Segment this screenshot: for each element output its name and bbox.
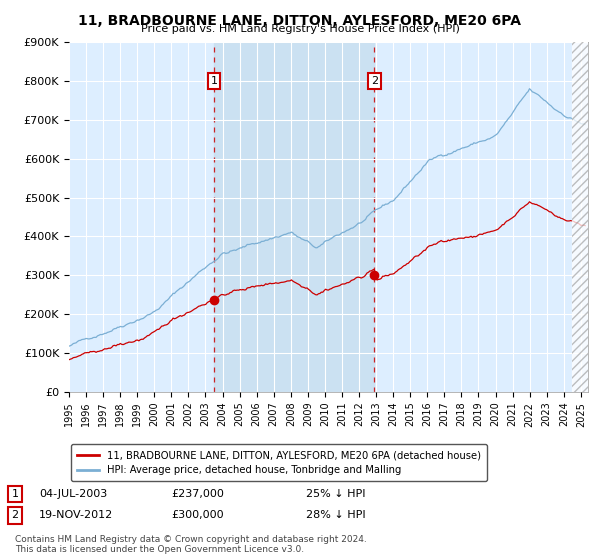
Text: 19-NOV-2012: 19-NOV-2012 — [39, 510, 113, 520]
Text: 2: 2 — [371, 76, 378, 86]
Text: £300,000: £300,000 — [171, 510, 224, 520]
Bar — [214, 42, 374, 392]
Text: Price paid vs. HM Land Registry's House Price Index (HPI): Price paid vs. HM Land Registry's House … — [140, 24, 460, 34]
Text: 1: 1 — [211, 76, 218, 86]
Text: 28% ↓ HPI: 28% ↓ HPI — [306, 510, 365, 520]
Bar — [572, 42, 596, 392]
Text: 04-JUL-2003: 04-JUL-2003 — [39, 489, 107, 499]
Bar — [572, 42, 596, 392]
Text: Contains HM Land Registry data © Crown copyright and database right 2024.
This d: Contains HM Land Registry data © Crown c… — [15, 535, 367, 554]
Legend: 11, BRADBOURNE LANE, DITTON, AYLESFORD, ME20 6PA (detached house), HPI: Average : 11, BRADBOURNE LANE, DITTON, AYLESFORD, … — [71, 444, 487, 481]
Text: 25% ↓ HPI: 25% ↓ HPI — [306, 489, 365, 499]
Text: £237,000: £237,000 — [171, 489, 224, 499]
Text: 1: 1 — [11, 489, 19, 499]
Text: 11, BRADBOURNE LANE, DITTON, AYLESFORD, ME20 6PA: 11, BRADBOURNE LANE, DITTON, AYLESFORD, … — [79, 14, 521, 28]
Text: 2: 2 — [11, 510, 19, 520]
